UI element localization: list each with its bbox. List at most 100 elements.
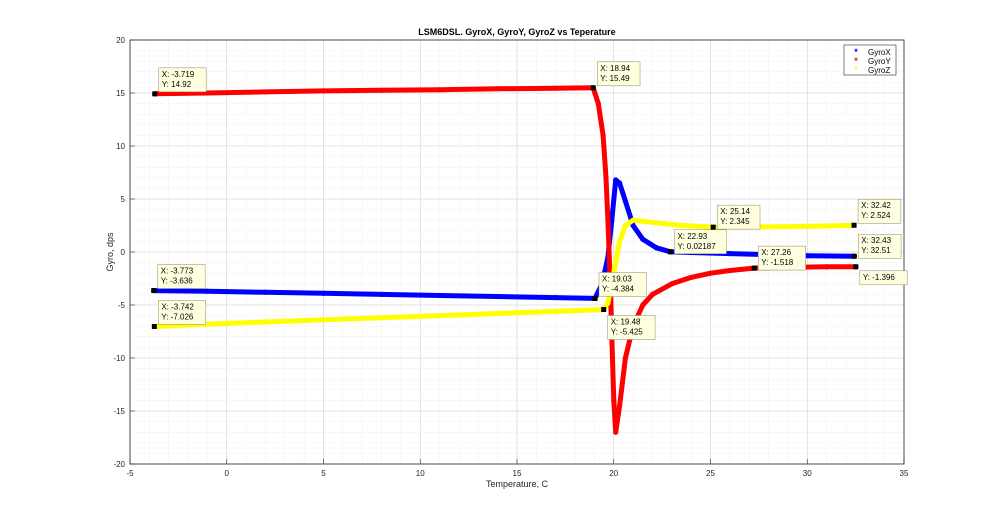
datatip[interactable]: X: 18.94Y: 15.49 bbox=[590, 61, 641, 91]
x-tick-label: 10 bbox=[416, 469, 425, 478]
datatip-marker[interactable] bbox=[851, 253, 857, 259]
y-tick-label: 10 bbox=[116, 142, 125, 151]
datatip[interactable]: X: 32.43Y: 32.51 bbox=[851, 233, 902, 259]
y-tick-label: 15 bbox=[116, 89, 125, 98]
datatip-text: Y: -1.518 bbox=[761, 258, 794, 267]
data-point bbox=[622, 355, 628, 361]
datatip-text: Y: 32.51 bbox=[861, 246, 891, 255]
datatip-text: Y: 15.49 bbox=[600, 74, 630, 83]
datatip-text: X: 27.26 bbox=[761, 248, 791, 257]
x-tick-label: 35 bbox=[900, 469, 909, 478]
data-point bbox=[727, 250, 733, 257]
data-point bbox=[785, 223, 791, 230]
datatip-marker[interactable] bbox=[667, 249, 673, 255]
datatip-text: Y: -1.396 bbox=[863, 273, 896, 282]
data-point bbox=[603, 175, 609, 181]
datatip-box bbox=[674, 229, 727, 255]
data-point bbox=[640, 218, 646, 224]
data-point bbox=[204, 321, 210, 327]
data-point bbox=[378, 87, 385, 93]
datatip-text: X: 25.14 bbox=[720, 207, 750, 216]
legend-label: GyroX bbox=[868, 48, 891, 57]
datatip[interactable]: X: 19.48Y: -5.425 bbox=[601, 307, 656, 340]
datatip-marker[interactable] bbox=[592, 295, 598, 301]
datatip-box bbox=[158, 300, 206, 325]
datatip-box bbox=[716, 204, 761, 230]
data-point bbox=[678, 222, 685, 229]
datatip-text: Y: -4.384 bbox=[602, 284, 635, 293]
data-point bbox=[437, 87, 443, 93]
x-tick-label: 25 bbox=[706, 469, 715, 478]
datatip[interactable]: Y: -1.396 bbox=[853, 264, 908, 286]
datatip[interactable]: X: 19.03Y: -4.384 bbox=[592, 272, 647, 301]
datatip-marker[interactable] bbox=[151, 288, 157, 294]
datatip-text: Y: 0.02187 bbox=[677, 242, 716, 251]
x-tick-label: 5 bbox=[321, 469, 326, 478]
legend-marker-icon: * bbox=[854, 65, 858, 75]
data-point bbox=[613, 260, 619, 266]
legend-box bbox=[843, 44, 897, 76]
datatip-text: X: 22.93 bbox=[677, 232, 707, 241]
data-point bbox=[622, 222, 628, 229]
legend-item-gyrox[interactable]: * GyroX bbox=[854, 47, 891, 57]
y-axis-label: Gyro, dps bbox=[105, 232, 115, 272]
datatip-text: X: -3.719 bbox=[162, 70, 195, 79]
legend-item-gyroz[interactable]: * GyroZ bbox=[854, 65, 890, 75]
data-point bbox=[616, 180, 623, 186]
data-point bbox=[804, 253, 810, 259]
datatip[interactable]: X: 32.42Y: 2.524 bbox=[851, 198, 902, 228]
data-point bbox=[320, 88, 327, 94]
data-point bbox=[553, 294, 559, 301]
datatip[interactable]: X: 25.14Y: 2.345 bbox=[710, 204, 761, 230]
y-tick-label: 5 bbox=[121, 195, 126, 204]
datatip-text: X: -3.742 bbox=[161, 302, 194, 311]
datatip-marker[interactable] bbox=[751, 265, 757, 271]
datatip-marker[interactable] bbox=[851, 222, 857, 228]
legend-label: GyroY bbox=[868, 57, 891, 66]
data-point bbox=[609, 217, 615, 223]
data-point bbox=[649, 291, 656, 297]
legend-marker-icon: * bbox=[854, 47, 858, 57]
legend-marker-icon: * bbox=[854, 56, 858, 66]
datatip-text: Y: -3.636 bbox=[161, 277, 194, 286]
data-point bbox=[605, 217, 611, 223]
datatip-box bbox=[858, 233, 902, 259]
datatip-text: Y: 14.92 bbox=[162, 80, 192, 89]
data-point bbox=[669, 281, 675, 287]
x-tick-label: 20 bbox=[609, 469, 618, 478]
datatip-marker[interactable] bbox=[590, 85, 596, 91]
datatip-marker[interactable] bbox=[853, 264, 859, 270]
y-tick-label: -10 bbox=[113, 354, 125, 363]
y-tick-label: 0 bbox=[121, 248, 126, 257]
data-point bbox=[616, 238, 623, 244]
data-point bbox=[824, 223, 830, 229]
legend-label: GyroZ bbox=[868, 66, 890, 75]
legend-item-gyroy[interactable]: * GyroY bbox=[854, 56, 891, 66]
datatip-text: Y: -7.026 bbox=[161, 312, 194, 321]
datatip[interactable]: X: 22.93Y: 0.02187 bbox=[667, 229, 727, 255]
datatip-marker[interactable] bbox=[601, 307, 607, 313]
data-point bbox=[378, 315, 385, 321]
data-point bbox=[653, 245, 659, 251]
legend[interactable]: * GyroX * GyroY * GyroZ bbox=[843, 44, 897, 76]
datatip-marker[interactable] bbox=[152, 91, 158, 97]
datatip-marker[interactable] bbox=[710, 224, 716, 230]
data-point bbox=[437, 313, 443, 319]
datatip-box bbox=[157, 264, 206, 289]
datatip-marker[interactable] bbox=[151, 323, 157, 329]
data-point bbox=[495, 293, 501, 300]
datatip-box bbox=[757, 245, 806, 271]
datatip[interactable]: X: 27.26Y: -1.518 bbox=[751, 245, 806, 271]
datatip-box bbox=[598, 272, 647, 297]
data-point bbox=[640, 302, 646, 308]
datatip-text: Y: -5.425 bbox=[611, 328, 644, 337]
x-tick-label: 15 bbox=[513, 469, 522, 478]
series-band-gyroy bbox=[152, 85, 859, 435]
data-point bbox=[204, 288, 210, 294]
